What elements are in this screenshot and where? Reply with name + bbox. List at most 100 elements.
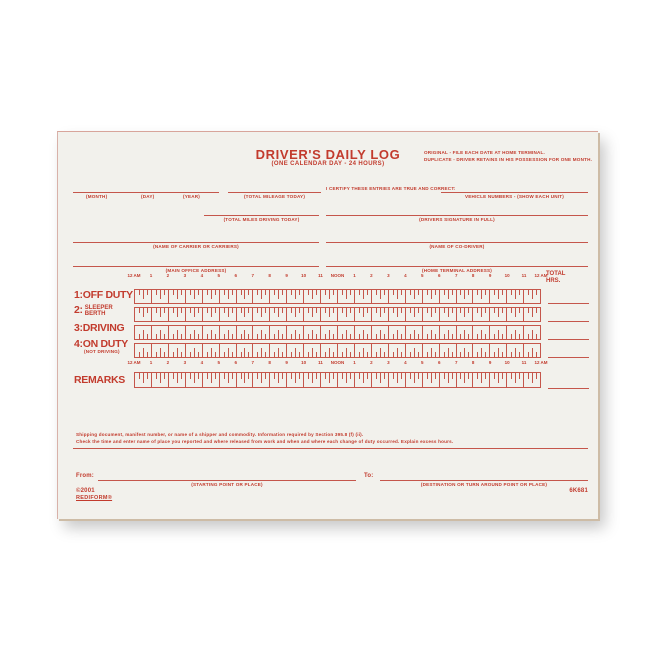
quarter-hour-tick [536, 351, 538, 357]
quarter-hour-tick [333, 333, 335, 339]
quarter-hour-tick [468, 290, 470, 296]
row4-sublabel: (NOT DRIVING) [84, 349, 120, 354]
quarter-hour-tick [189, 373, 191, 379]
quarter-hour-tick [193, 308, 195, 318]
quarter-hour-tick [375, 373, 377, 379]
row2-sublabel: BERTH [84, 311, 106, 317]
quarter-hour-tick [257, 308, 259, 314]
quarter-hour-tick [282, 373, 284, 379]
quarter-hour-tick [400, 351, 402, 357]
quarter-hour-tick [519, 308, 521, 314]
quarter-hour-tick [172, 351, 174, 357]
quarter-hour-tick [142, 347, 144, 357]
grid-row-on-duty [134, 343, 541, 358]
hour-cell [218, 326, 236, 339]
quarter-hour-tick [312, 347, 314, 357]
hour-cell [150, 290, 168, 303]
hour-label: 5 [421, 273, 424, 278]
quarter-hour-tick [498, 329, 500, 339]
hour-label: 5 [217, 360, 221, 365]
row2-number: 2: [74, 304, 83, 316]
grid-row-off-duty [134, 289, 541, 304]
hour-cell [167, 373, 185, 387]
hour-label: 3 [387, 273, 390, 278]
grid-row-remarks [134, 372, 541, 388]
hour-cell [438, 344, 456, 357]
hour-cell [286, 373, 303, 387]
quarter-hour-tick [443, 351, 445, 357]
row-label-sleeper-berth: 2: SLEEPER BERTH [74, 304, 113, 322]
quarter-hour-tick [274, 333, 276, 339]
row-label-off-duty: 1:OFF DUTY [74, 289, 133, 301]
quarter-hour-tick [417, 290, 419, 296]
hour-cell [320, 290, 337, 303]
quarter-hour-tick [274, 308, 276, 314]
hour-cell [135, 344, 151, 357]
quarter-hour-tick [189, 290, 191, 296]
total-hrs-line-row1 [548, 302, 589, 304]
quarter-hour-tick [312, 329, 314, 339]
quarter-hour-tick [528, 308, 530, 314]
quarter-hour-tick [400, 308, 402, 314]
quarter-hour-tick [409, 333, 411, 339]
total-hrs-line2: HRS. [546, 278, 561, 284]
quarter-hour-tick [494, 351, 496, 357]
hour-label: 11 [521, 273, 527, 278]
drivers-signature-line [326, 214, 588, 216]
quarter-hour-tick [485, 333, 487, 339]
quarter-hour-tick [282, 308, 284, 314]
drivers-daily-log-form: DRIVER'S DAILY LOG (ONE CALENDAR DAY - 2… [57, 131, 598, 519]
quarter-hour-tick [350, 351, 351, 357]
hour-label: 2 [166, 273, 170, 278]
instruction-line-2: DUPLICATE - DRIVER RETAINS IN HIS POSSES… [424, 156, 593, 162]
quarter-hour-tick [342, 373, 344, 379]
row4-label: ON DUTY [82, 338, 128, 350]
hour-label: 5 [217, 273, 221, 278]
quarter-hour-tick [358, 351, 360, 357]
hour-cell [337, 344, 354, 357]
quarter-hour-tick [295, 373, 297, 383]
hour-cell [337, 373, 354, 387]
quarter-hour-tick [163, 308, 165, 314]
quarter-hour-tick [417, 351, 419, 357]
quarter-hour-tick [447, 373, 449, 383]
quarter-hour-tick [138, 373, 140, 379]
quarter-hour-tick [155, 308, 157, 314]
instruction-line-1: ORIGINAL - FILE EACH DATE AT HOME TERMIN… [424, 150, 545, 155]
quarter-hour-tick [299, 333, 301, 339]
quarter-hour-tick [481, 308, 483, 318]
to-line [380, 479, 588, 481]
quarter-hour-tick [502, 373, 504, 379]
hour-cell [235, 344, 253, 357]
quarter-hour-tick [265, 351, 267, 357]
total-mileage-caption: (TOTAL MILEAGE TODAY) [243, 194, 306, 199]
hour-cell [337, 290, 354, 303]
quarter-hour-tick [468, 373, 470, 379]
hour-cell [523, 344, 540, 357]
hour-cell [184, 373, 202, 387]
quarter-hour-tick [291, 373, 293, 379]
quarter-hour-tick [223, 351, 225, 357]
hour-label: 3 [387, 360, 390, 365]
quarter-hour-tick [346, 290, 348, 300]
hour-label: 4 [200, 360, 204, 365]
quarter-hour-tick [248, 373, 250, 379]
quarter-hour-tick [519, 351, 521, 357]
hour-cell [135, 326, 151, 339]
quarter-hour-tick [282, 290, 284, 296]
form-subtitle: (ONE CALENDAR DAY - 24 HOURS) [271, 161, 385, 167]
quarter-hour-tick [180, 373, 182, 379]
quarter-hour-tick [295, 329, 297, 339]
hour-cell [218, 290, 236, 303]
hour-cell [337, 308, 354, 321]
quarter-hour-tick [366, 351, 368, 357]
row2-label-stack: SLEEPER BERTH [85, 305, 113, 317]
hour-label: 6 [437, 273, 441, 278]
hour-cell [218, 308, 236, 321]
hour-label: 8 [471, 360, 475, 365]
quarter-hour-tick [430, 373, 432, 383]
hour-label: 4 [404, 273, 407, 278]
hour-cell [320, 326, 337, 339]
brand-logo: REDIFORM® [76, 495, 113, 501]
hour-cell [235, 308, 253, 321]
